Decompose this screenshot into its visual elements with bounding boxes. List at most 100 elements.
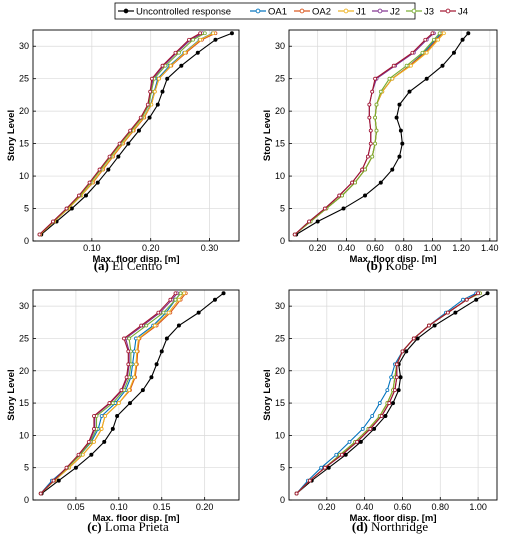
y-tick-label: 10 [275, 430, 285, 440]
data-point [424, 76, 429, 81]
chart-panel-4: 0.20 0.40 0.60 0.80 1.00 0 5 10 15 20 25 30 Max. flo… [262, 289, 498, 534]
x-tick-label: 0.80 [432, 502, 450, 512]
data-point [358, 439, 363, 444]
data-point [212, 297, 217, 302]
data-point [476, 291, 480, 296]
series-j4 [294, 291, 480, 496]
data-point [128, 128, 133, 133]
data-point [387, 76, 392, 81]
data-point [323, 465, 327, 470]
series-j4 [37, 31, 203, 237]
legend-label: J2 [390, 6, 400, 17]
y-tick-label: 5 [280, 204, 285, 214]
data-point [110, 426, 115, 431]
data-point [326, 465, 331, 470]
axes-box [288, 29, 498, 242]
data-point [307, 219, 311, 224]
data-point [187, 37, 191, 42]
y-tick-label: 10 [19, 430, 29, 440]
data-point [127, 388, 132, 393]
legend-marker [299, 8, 305, 14]
data-point [107, 154, 112, 159]
data-point [436, 37, 441, 42]
caption-text: Kobe [385, 258, 413, 273]
y-tick-label: 25 [275, 333, 285, 343]
data-point [370, 154, 375, 159]
y-tick-label: 5 [280, 463, 285, 473]
legend-item-j1: J1 [338, 6, 366, 17]
y-tick-label: 30 [19, 41, 29, 51]
legend-marker [255, 8, 261, 14]
data-point [127, 401, 132, 406]
data-point [159, 349, 164, 354]
chart-panel-1: 0.10 0.20 0.30 0 5 10 15 20 25 30 Max. floor disp.… [6, 29, 240, 273]
y-tick-label: 0 [280, 495, 285, 505]
x-tick-label: 1.40 [481, 243, 499, 253]
data-point [367, 115, 372, 120]
data-point [390, 401, 395, 406]
data-point [423, 37, 428, 42]
y-axis-label: Story Level [6, 369, 17, 420]
data-point [168, 297, 173, 302]
data-point [177, 50, 181, 55]
plot-area [33, 290, 239, 500]
legend-label: OA2 [312, 6, 331, 17]
data-point [138, 115, 143, 120]
caption-text: El Centro [112, 258, 162, 273]
series-group [294, 291, 490, 496]
data-point [411, 336, 416, 341]
data-point [198, 37, 203, 42]
data-point [139, 323, 144, 328]
data-point [116, 154, 121, 159]
y-tick-label: 5 [24, 463, 29, 473]
data-point [56, 478, 61, 483]
x-tick-label: 0.05 [67, 502, 85, 512]
data-point [134, 349, 139, 354]
x-tick-label: 0.60 [394, 502, 412, 512]
x-axis-label: Max. floor disp. [m] [92, 513, 179, 524]
data-point [69, 206, 74, 211]
y-tick-label: 20 [275, 106, 285, 116]
data-point [156, 310, 161, 315]
legend-label: Uncontrolled response [136, 6, 231, 17]
data-point [126, 349, 131, 354]
data-point [365, 154, 370, 159]
data-point [152, 323, 157, 328]
panel-caption: (b) Kobe [366, 258, 414, 273]
data-point [398, 375, 403, 380]
data-point [374, 102, 379, 107]
data-point [149, 375, 154, 380]
data-point [363, 193, 368, 198]
data-point [350, 180, 355, 185]
data-point [442, 31, 446, 36]
data-point [179, 63, 184, 68]
data-point [404, 349, 409, 354]
data-point [116, 401, 121, 405]
caption-letter: (b) [366, 258, 382, 273]
legend-label: OA1 [268, 6, 287, 17]
data-point [92, 427, 96, 431]
data-point [474, 297, 479, 302]
data-point [461, 297, 465, 302]
data-point [379, 414, 384, 418]
data-point [211, 31, 216, 36]
data-point [390, 167, 395, 172]
y-tick-label: 15 [19, 398, 29, 408]
data-point [415, 336, 420, 341]
data-point [294, 491, 299, 496]
data-point [451, 50, 456, 55]
data-point [198, 31, 203, 36]
data-point [460, 37, 465, 42]
legend-label: J4 [458, 6, 468, 17]
x-tick-label: 1.20 [452, 243, 470, 253]
x-tick-label: 0.30 [201, 243, 219, 253]
data-point [394, 362, 399, 367]
legend-marker [123, 8, 129, 14]
data-point [385, 388, 390, 393]
y-tick-label: 15 [275, 398, 285, 408]
series-group [292, 31, 471, 237]
data-point [182, 291, 186, 296]
data-point [126, 141, 131, 146]
data-point [319, 465, 324, 470]
y-tick-label: 25 [275, 74, 285, 84]
